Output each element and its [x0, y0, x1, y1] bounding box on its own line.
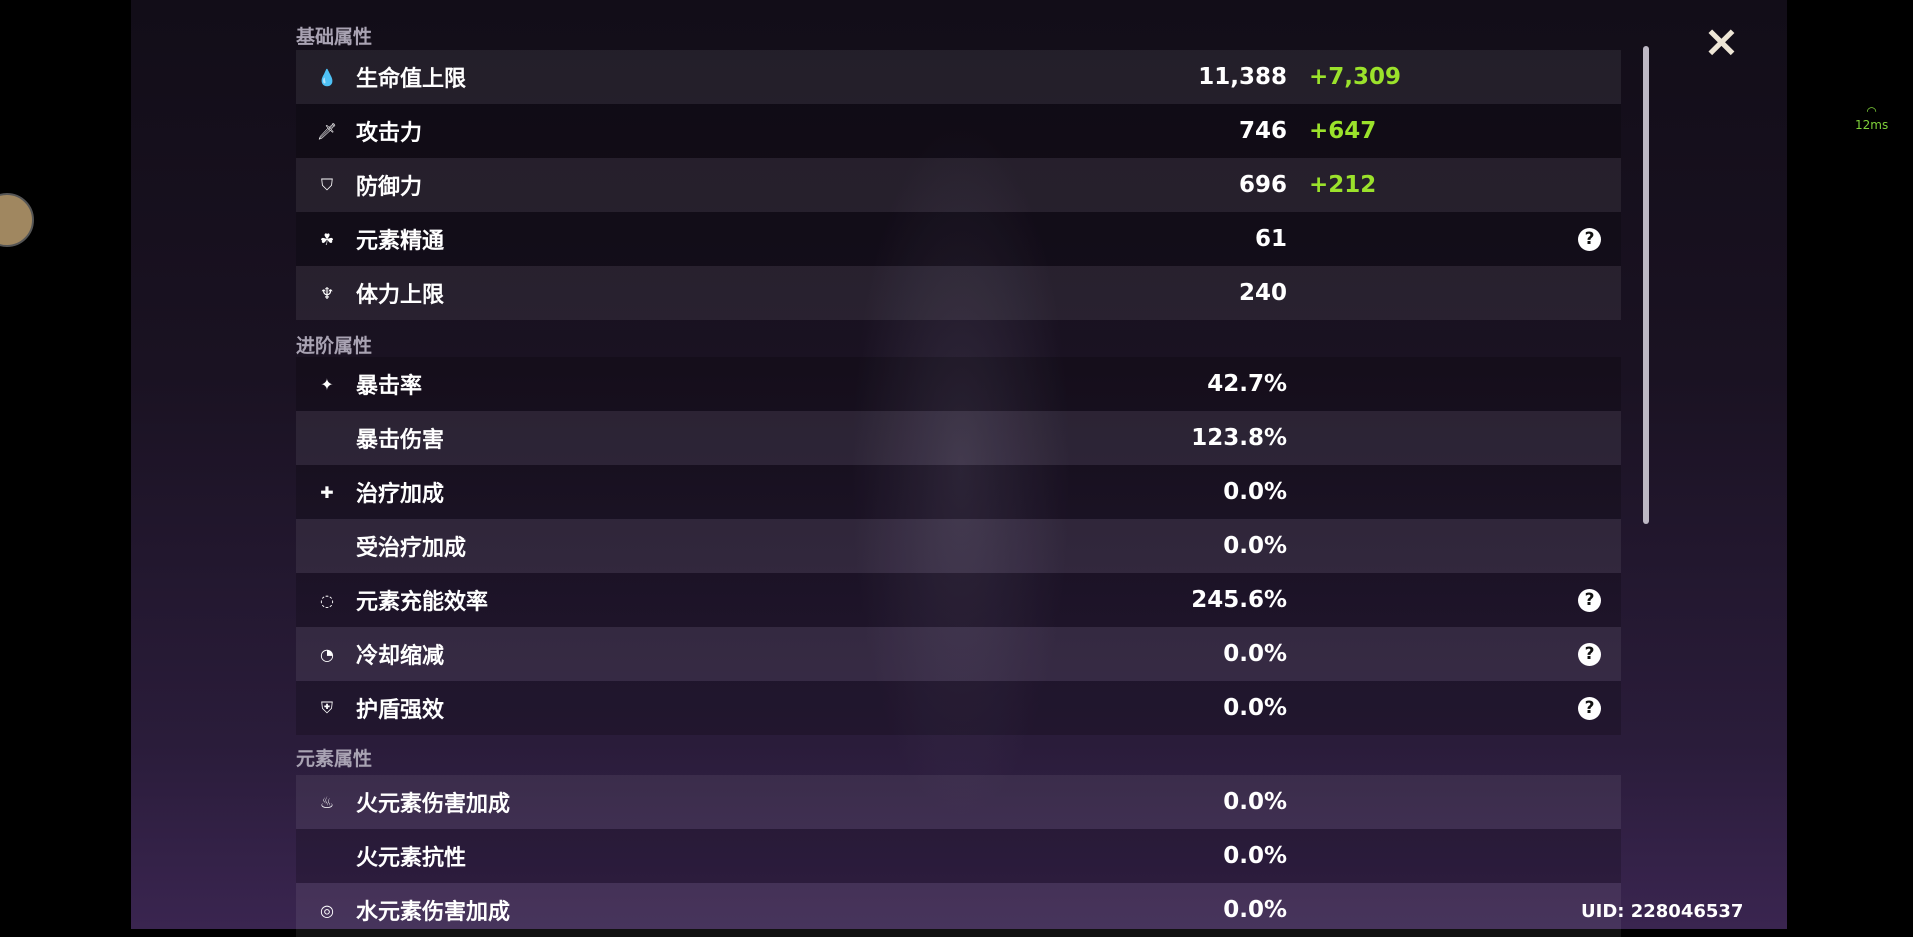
- stat-row: 火元素抗性 0.0%: [296, 829, 1621, 883]
- stat-value: 61: [1254, 226, 1287, 252]
- stat-label: 元素充能效率: [356, 590, 489, 615]
- stat-value: 0.0%: [1223, 479, 1287, 505]
- stat-label: 体力上限: [356, 283, 445, 308]
- stat-value: 11,388: [1198, 64, 1287, 90]
- network-status: ◠ 12ms: [1855, 104, 1888, 132]
- stat-row: ◔ 冷却缩减 0.0%?: [296, 627, 1621, 681]
- stat-label: 受治疗加成: [356, 536, 467, 561]
- wifi-icon: ◠: [1866, 104, 1877, 118]
- scrollbar[interactable]: [1643, 46, 1649, 524]
- stat-label: 冷却缩减: [356, 644, 445, 669]
- stat-value: 0.0%: [1223, 533, 1287, 559]
- shield-icon: ⛉: [320, 175, 333, 194]
- elemental-mastery-icon: ☘: [319, 229, 335, 249]
- character-background: [131, 0, 1787, 929]
- blank-icon: [314, 843, 340, 869]
- uid-label: UID: 228046537: [1581, 901, 1744, 922]
- hp-drop-icon: 💧: [317, 67, 337, 87]
- hydro-icon: ◎: [320, 900, 334, 920]
- stat-value: 746: [1238, 118, 1287, 144]
- stat-row: ♨ 火元素伤害加成 0.0%: [296, 775, 1621, 829]
- stat-label: 护盾强效: [356, 698, 445, 723]
- close-icon: ×: [1703, 16, 1740, 67]
- section-header: 基础属性: [296, 26, 373, 48]
- blank-icon: [314, 425, 340, 451]
- sword-icon: 🗡: [316, 121, 338, 141]
- stat-row: ✦ 暴击率 42.7%: [296, 357, 1621, 411]
- stat-label: 生命值上限: [356, 67, 467, 92]
- stat-value: 240: [1238, 280, 1287, 306]
- stat-label: 元素精通: [356, 229, 445, 254]
- avatar[interactable]: [0, 193, 34, 247]
- stat-value: 0.0%: [1223, 897, 1287, 923]
- stat-row: 💧 生命值上限 11,388 +7,309: [296, 50, 1621, 104]
- stat-row: ⛉ 防御力 696 +212: [296, 158, 1621, 212]
- stat-value: 0.0%: [1223, 789, 1287, 815]
- stat-row: 🗡 攻击力 746 +647: [296, 104, 1621, 158]
- help-icon[interactable]: ?: [1578, 696, 1601, 720]
- crit-star-icon: ✦: [320, 374, 334, 394]
- stat-label: 火元素抗性: [356, 846, 467, 871]
- blank-icon: [314, 533, 340, 559]
- section-header: 元素属性: [296, 748, 373, 770]
- stat-row: ✚ 治疗加成 0.0%: [296, 465, 1621, 519]
- stat-label: 暴击伤害: [356, 428, 445, 453]
- stat-label: 治疗加成: [356, 482, 445, 507]
- stat-row: 受治疗加成 0.0%: [296, 519, 1621, 573]
- stat-label: 暴击率: [356, 374, 423, 399]
- healing-cross-icon: ✚: [320, 482, 334, 502]
- stat-bonus: +212: [1309, 172, 1377, 198]
- close-button[interactable]: ×: [1703, 20, 1740, 64]
- ping-text: 12ms: [1855, 118, 1889, 132]
- character-figure: [851, 120, 1071, 820]
- stat-bonus: +7,309: [1309, 64, 1402, 90]
- stat-row: ⛨ 护盾强效 0.0%?: [296, 681, 1621, 735]
- stat-value: 0.0%: [1223, 843, 1287, 869]
- stat-label: 水元素伤害加成: [356, 900, 511, 925]
- stat-value: 245.6%: [1191, 587, 1287, 613]
- help-icon[interactable]: ?: [1578, 227, 1601, 251]
- help-icon[interactable]: ?: [1578, 588, 1601, 612]
- pyro-icon: ♨: [319, 792, 335, 812]
- help-icon[interactable]: ?: [1578, 642, 1601, 666]
- stat-row: ◎ 水元素伤害加成 0.0%: [296, 883, 1621, 937]
- stat-row: ☘ 元素精通 61?: [296, 212, 1621, 266]
- stat-label: 防御力: [356, 175, 423, 200]
- stat-bonus: +647: [1309, 118, 1377, 144]
- stat-row: 暴击伤害 123.8%: [296, 411, 1621, 465]
- stamina-icon: ♆: [319, 283, 335, 303]
- stat-label: 火元素伤害加成: [356, 792, 511, 817]
- stat-value: 0.0%: [1223, 641, 1287, 667]
- stat-row: ♆ 体力上限 240: [296, 266, 1621, 320]
- cooldown-icon: ◔: [320, 644, 334, 664]
- stat-value: 696: [1238, 172, 1287, 198]
- shield-strength-icon: ⛨: [320, 698, 333, 717]
- stat-label: 攻击力: [356, 121, 423, 146]
- stat-value: 123.8%: [1191, 425, 1287, 451]
- stat-row: ◌ 元素充能效率 245.6%?: [296, 573, 1621, 627]
- stat-value: 42.7%: [1207, 371, 1287, 397]
- energy-recharge-icon: ◌: [320, 590, 334, 610]
- stat-value: 0.0%: [1223, 695, 1287, 721]
- section-header: 进阶属性: [296, 335, 373, 357]
